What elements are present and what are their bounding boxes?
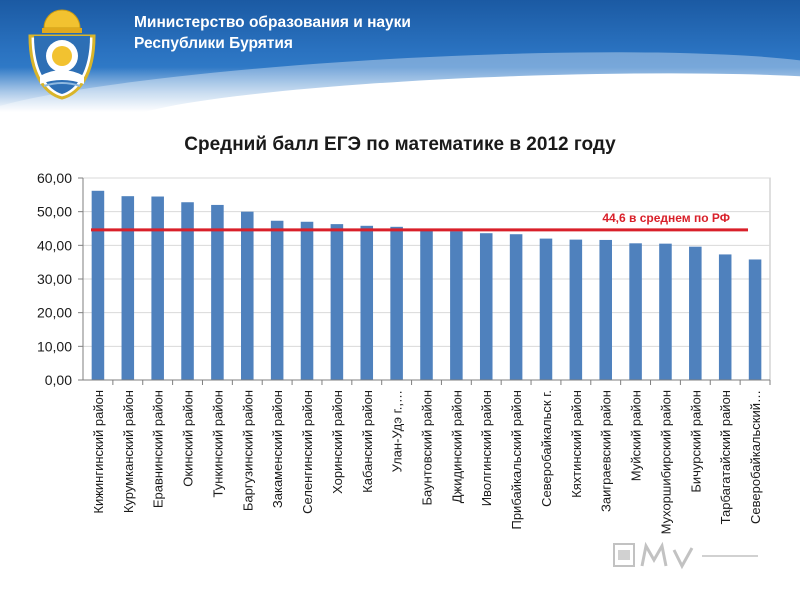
bar (360, 225, 374, 380)
x-category-label: Северобайкальск г. (539, 390, 554, 507)
bar (509, 234, 523, 380)
x-category-label: Баргузинский район (240, 390, 255, 511)
x-category-label: Курумканский район (121, 390, 136, 513)
x-category-label: Еравнинский район (151, 390, 166, 508)
bar (479, 233, 493, 380)
bar (748, 259, 762, 380)
bar (91, 190, 105, 380)
bar (211, 204, 224, 380)
x-category-label: Кижингинский район (91, 390, 106, 514)
bar (718, 254, 732, 380)
bar (689, 246, 702, 380)
ministry-title-line2: Республики Бурятия (134, 35, 293, 52)
x-category-label: Заиграевский район (599, 390, 614, 512)
x-category-label: Джидинский район (449, 390, 464, 503)
x-category-label: Селенгинский район (300, 390, 315, 514)
bar (270, 220, 284, 380)
x-category-label: Тункинский район (210, 390, 225, 497)
header-banner: Министерство образования и науки Республ… (0, 0, 800, 112)
x-category-label: Мухоршибирский район (658, 390, 673, 534)
x-category-label: Иволгинский район (479, 390, 494, 506)
bar (300, 221, 314, 380)
buryatia-coat-of-arms-icon (28, 9, 96, 100)
x-category-label: Прибайкальский район (509, 390, 524, 530)
x-category-label: Кяхтинский район (569, 390, 584, 498)
bar (151, 196, 164, 380)
y-tick-label: 20,00 (37, 305, 72, 321)
bar (599, 239, 612, 380)
bar (450, 231, 463, 380)
bar (569, 239, 583, 380)
bar (241, 211, 254, 380)
x-category-label: Баунтовский район (420, 390, 435, 506)
ministry-title: Министерство образования и науки Республ… (134, 12, 411, 54)
y-tick-label: 10,00 (37, 338, 72, 354)
y-tick-label: 0,00 (45, 372, 72, 388)
chart-title: Средний балл ЕГЭ по математике в 2012 го… (184, 134, 616, 155)
x-category-label: Муйский район (629, 390, 644, 481)
bar (420, 229, 433, 380)
bar (330, 224, 344, 380)
x-category-label: Северобайкальский… (748, 390, 763, 524)
x-category-label: Кабанский район (360, 390, 375, 493)
bar (121, 196, 135, 380)
watermark-logo-icon (613, 541, 758, 570)
bar (181, 202, 194, 380)
y-tick-label: 50,00 (37, 204, 72, 220)
x-category-label: Окинский район (181, 390, 196, 487)
bar (390, 226, 403, 380)
ministry-title-line1: Министерство образования и науки (134, 14, 411, 31)
x-category-label: Закаменский район (270, 390, 285, 508)
bar (659, 243, 672, 380)
y-tick-label: 60,00 (37, 170, 72, 186)
reference-label: 44,6 в среднем по РФ (602, 211, 730, 225)
bar (539, 238, 553, 380)
y-tick-label: 40,00 (37, 237, 72, 253)
x-category-label: Бичурский район (688, 390, 703, 493)
bar (629, 243, 642, 380)
x-category-label: Улан-Удэ г.,… (390, 390, 405, 472)
x-category-label: Хоринский район (330, 390, 345, 494)
x-category-label: Тарбагатайский район (718, 390, 733, 524)
y-tick-label: 30,00 (37, 271, 72, 287)
